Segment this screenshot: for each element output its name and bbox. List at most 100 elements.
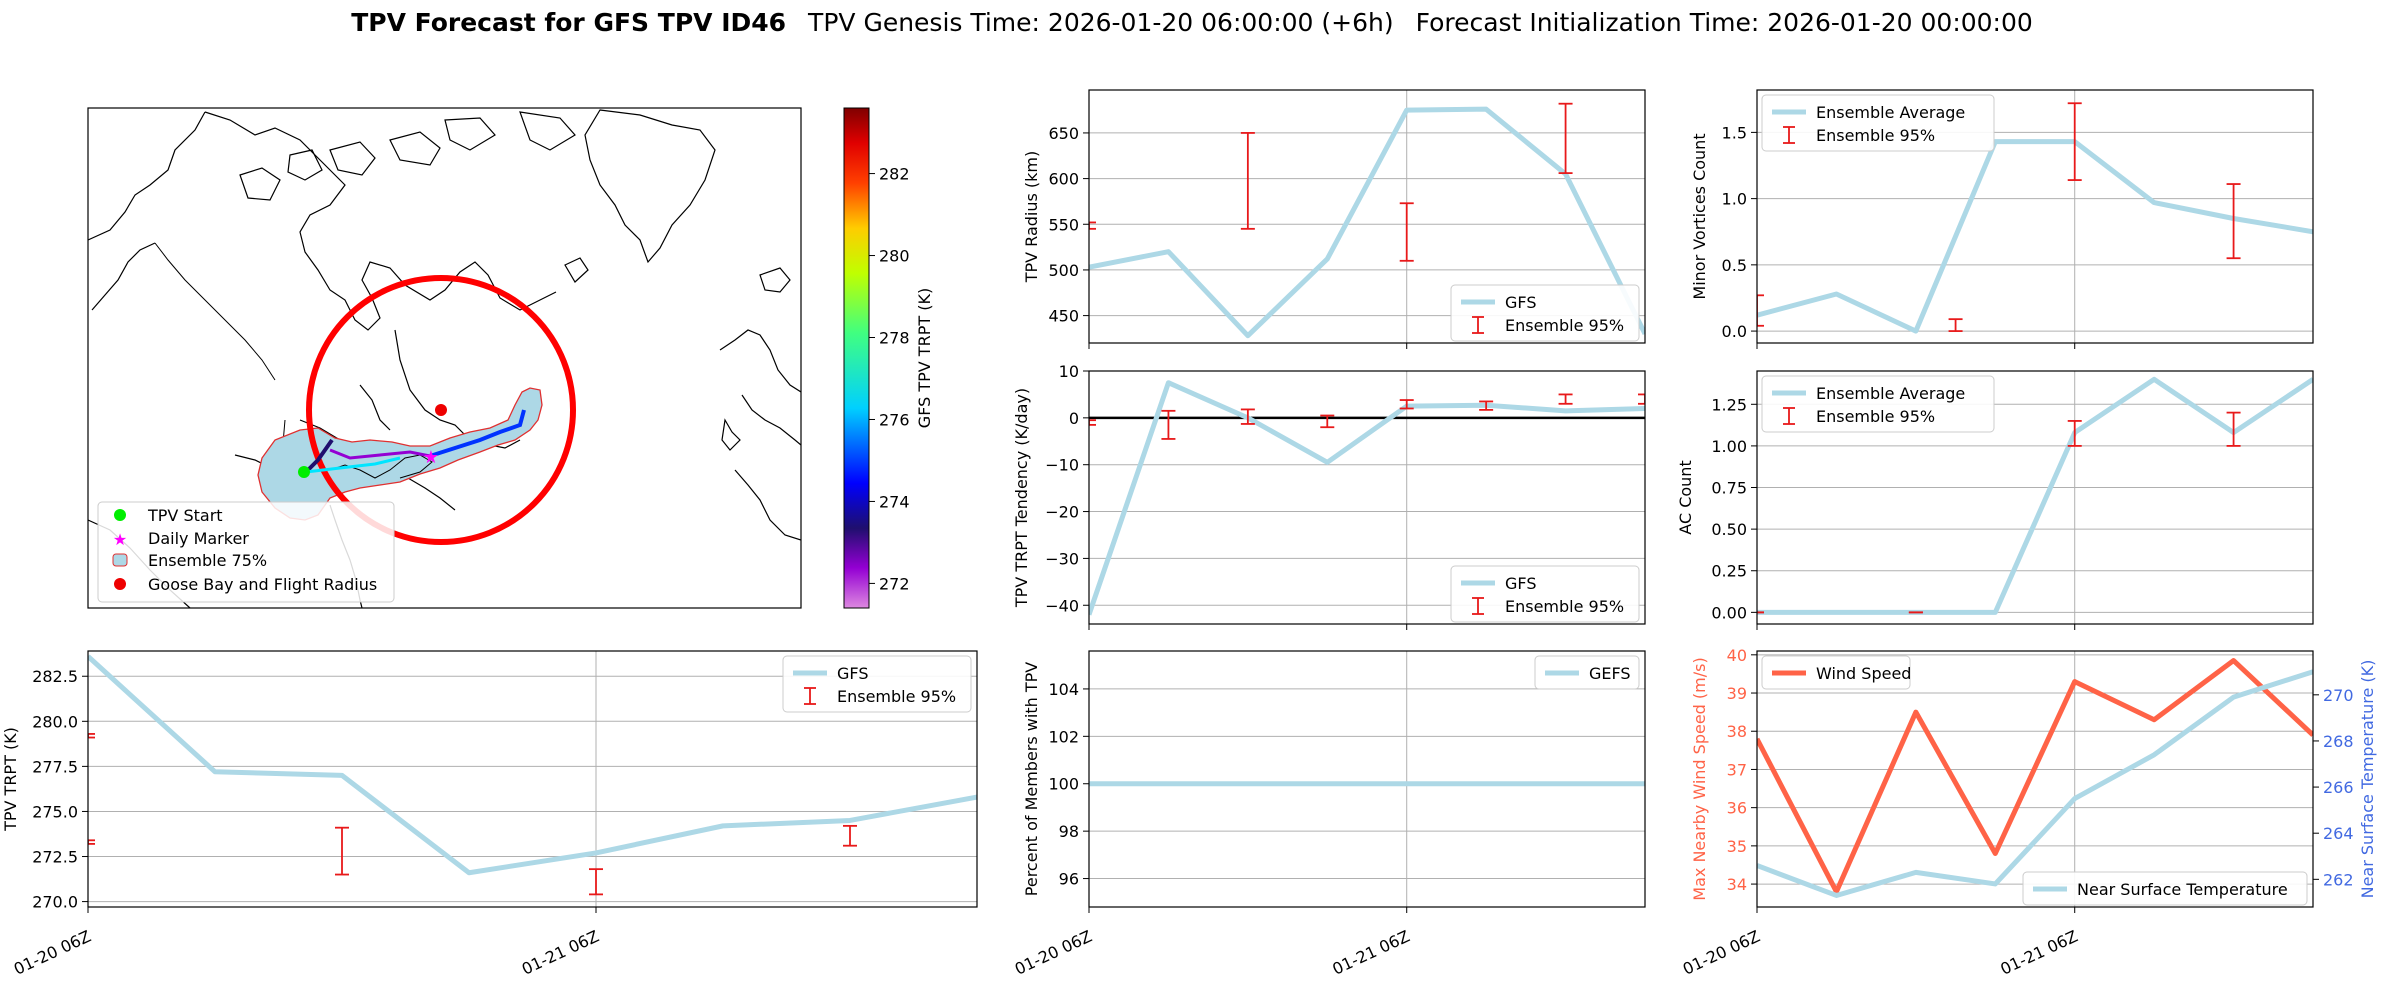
y-axis-label: TPV Radius (km) xyxy=(1022,151,1041,284)
y-axis-label: TPV TRPT Tendency (K/day) xyxy=(1012,388,1031,608)
legend-start: TPV Start xyxy=(147,506,223,525)
y2-tick-label: 270 xyxy=(2323,686,2354,705)
error-bar xyxy=(1558,393,1573,405)
y2-axis-label: Near Surface Temperature (K) xyxy=(2358,660,2377,899)
title-bold: TPV Forecast for GFS TPV ID46 xyxy=(351,8,786,37)
legend-errorbar-icon xyxy=(1783,126,1795,144)
error-bar xyxy=(88,733,95,739)
legend-goose: Goose Bay and Flight Radius xyxy=(148,575,377,594)
y-tick-label: 550 xyxy=(1048,215,1079,234)
axes-frame xyxy=(1088,370,1646,625)
y2-tick-label: 262 xyxy=(2323,870,2354,889)
x-tick-label: 01-21 06Z xyxy=(519,926,602,978)
error-bar xyxy=(2067,420,2082,447)
y-axis-label: Minor Vortices Count xyxy=(1690,133,1709,299)
y-tick-label: −10 xyxy=(1045,456,1079,475)
map-colorbar: 272 274 276 278 280 282 GFS TPV TRPT (K) xyxy=(843,107,934,609)
legend-label: GFS xyxy=(1505,293,1536,312)
y-tick-label: 34 xyxy=(1727,875,1747,894)
chart-legend: GEFS xyxy=(1534,655,1640,690)
legend-label: Ensemble 95% xyxy=(1505,316,1624,335)
legend-daily: Daily Marker xyxy=(148,529,249,548)
colorbar-tick-label: 282 xyxy=(879,165,910,184)
colorbar-label: GFS TPV TRPT (K) xyxy=(915,288,934,428)
chart-legend: Ensemble Average Ensemble 95% xyxy=(1761,375,1995,433)
map-legend: TPV Start ★ Daily Marker Ensemble 75% Go… xyxy=(97,501,395,603)
error-bar xyxy=(2226,183,2241,260)
error-bar xyxy=(1399,202,1414,262)
y-tick-label: 0.5 xyxy=(1722,256,1747,275)
plot-area xyxy=(1757,376,2313,615)
legend-label: Ensemble Average xyxy=(1816,103,1965,122)
legend-goose-icon xyxy=(114,578,126,590)
legend-label: Ensemble 95% xyxy=(1816,407,1935,426)
legend-label: Ensemble 95% xyxy=(1816,126,1935,145)
legend-label: GFS xyxy=(837,664,868,683)
error-bar xyxy=(2226,411,2241,447)
error-bar xyxy=(1240,132,1255,230)
legend-label: GEFS xyxy=(1589,664,1631,683)
tpv-track-blue xyxy=(429,409,526,458)
legend-start-icon xyxy=(114,509,126,521)
y-tick-label: −40 xyxy=(1045,596,1079,615)
tpv-track-cool xyxy=(304,438,334,474)
legend-errorbar-icon xyxy=(1783,407,1795,425)
y-tick-label: 37 xyxy=(1727,760,1747,779)
y-axis-label: Percent of Members with TPV xyxy=(1022,662,1041,896)
axes-frame xyxy=(1756,370,2314,625)
y-tick-label: 450 xyxy=(1048,307,1079,326)
error-bar xyxy=(843,824,857,847)
colorbar-tick-label: 276 xyxy=(879,410,910,429)
tpv-track-violet xyxy=(329,448,431,460)
y-axis-label: Max Nearby Wind Speed (m/s) xyxy=(1690,657,1709,900)
legend-ens-icon xyxy=(112,553,128,567)
y-axis-label: AC Count xyxy=(1676,460,1695,534)
y-tick-label: 40 xyxy=(1727,646,1747,665)
error-bar xyxy=(1479,400,1494,411)
y-tick-label: 10 xyxy=(1059,362,1079,381)
y2-tick-label: 266 xyxy=(2323,778,2354,797)
error-bar xyxy=(1638,393,1645,405)
error-bar xyxy=(1089,221,1096,230)
plot-area xyxy=(88,654,977,896)
map-coastlines: ★ TPV Start ★ Daily Marker Ensemble 75% … xyxy=(88,108,801,608)
y-tick-label: 39 xyxy=(1727,684,1747,703)
chart-pct: 96 98 100 102 104 Percent of Members with TPV… xyxy=(1012,650,1646,979)
error-bar xyxy=(1089,419,1096,426)
figure-title: TPV Forecast for GFS TPV ID46 TPV Genesis… xyxy=(351,8,2033,37)
series-line-gfs xyxy=(1089,106,1645,339)
chart-radius: 450 500 550 600 650 TPV Radius (km) GFS Ensembl… xyxy=(1022,89,1646,349)
y-axis-label: TPV TRPT (K) xyxy=(1,727,20,832)
legend-label: Ensemble Average xyxy=(1816,384,1965,403)
x-tick-label: 01-20 06Z xyxy=(11,926,94,978)
y-tick-label: 1.5 xyxy=(1722,123,1747,142)
legend-errorbar-icon xyxy=(1472,316,1484,334)
legend-label: GFS xyxy=(1505,574,1536,593)
legend-label: Ensemble 95% xyxy=(1505,597,1624,616)
chart-legend: GFS Ensemble 95% xyxy=(1450,284,1640,342)
y-tick-label: 0 xyxy=(1069,409,1079,428)
x-tick-label: 01-20 06Z xyxy=(1012,926,1095,978)
y-tick-label: 104 xyxy=(1048,680,1079,699)
chart-wind: 34 35 36 37 38 39 40 Max Nearby Wind Speed (m/s… xyxy=(1680,646,2377,979)
error-bar xyxy=(1558,102,1573,175)
series-line-gfs xyxy=(88,654,977,876)
series-line-ensemble-average xyxy=(1757,376,2313,615)
y-tick-label: −30 xyxy=(1045,549,1079,568)
y-tick-label: 1.00 xyxy=(1711,437,1747,456)
map-panel: ★ TPV Start ★ Daily Marker Ensemble 75% … xyxy=(87,107,934,609)
series-line-wind-speed xyxy=(1757,658,2313,895)
error-bar xyxy=(1320,414,1335,429)
chart-minor: 0.0 0.5 1.0 1.5 Minor Vortices Count Ensemble… xyxy=(1690,89,2314,349)
axes-frame xyxy=(1756,89,2314,344)
y-tick-label: 38 xyxy=(1727,722,1747,741)
colorbar-tick-label: 280 xyxy=(879,247,910,266)
y-tick-label: 650 xyxy=(1048,124,1079,143)
plot-area xyxy=(1757,102,2313,334)
error-bar xyxy=(1948,318,1963,332)
legend-label: Wind Speed xyxy=(1816,664,1911,683)
daily-marker: ★ xyxy=(423,447,439,468)
colorbar-tick-label: 278 xyxy=(879,329,910,348)
y2-tick-label: 264 xyxy=(2323,824,2354,843)
y-tick-label: 600 xyxy=(1048,170,1079,189)
